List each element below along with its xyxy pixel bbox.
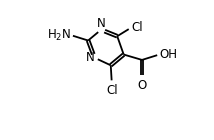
Text: N: N: [86, 51, 95, 64]
Text: N: N: [97, 17, 106, 30]
Text: Cl: Cl: [106, 84, 118, 97]
Text: H$_2$N: H$_2$N: [47, 28, 71, 43]
Text: O: O: [137, 79, 147, 92]
Text: OH: OH: [159, 48, 177, 61]
Text: Cl: Cl: [131, 21, 143, 34]
